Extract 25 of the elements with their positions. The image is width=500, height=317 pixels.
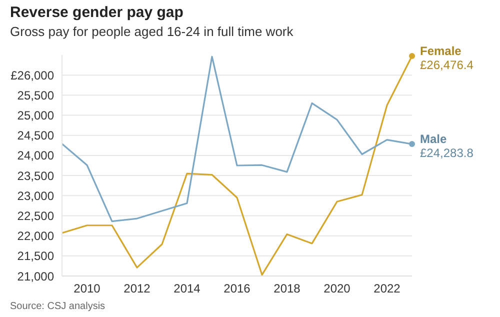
y-tick-label: 21,500: [17, 249, 54, 264]
y-tick-label: £26,000: [10, 68, 54, 82]
x-tick-label: 2010: [74, 282, 101, 296]
data-label: £26,476.4: [420, 58, 474, 72]
x-tick-label: 2014: [174, 282, 201, 296]
y-tick-label: 25,500: [17, 88, 54, 102]
x-tick-label: 2022: [374, 282, 401, 296]
y-tick-label: 24,000: [17, 148, 54, 163]
y-tick-label: 23,000: [17, 188, 54, 203]
x-tick-label: 2016: [224, 282, 251, 296]
chart-title: Reverse gender pay gap: [10, 4, 184, 21]
data-label: £24,283.8: [420, 146, 474, 160]
x-tick-label: 2012: [124, 282, 151, 296]
series-label: Male: [420, 132, 448, 146]
y-tick-label: 25,000: [17, 108, 54, 123]
x-tick-label: 2018: [274, 282, 301, 296]
source-note: Source: CSJ analysis: [10, 301, 106, 312]
y-tick-label: 24,500: [17, 128, 54, 143]
series-label: Female: [420, 44, 462, 58]
y-tick-label: 23,500: [17, 168, 54, 183]
y-tick-label: 22,000: [17, 229, 54, 244]
chart-subtitle: Gross pay for people aged 16-24 in full time work: [10, 24, 294, 39]
x-tick-label: 2020: [324, 282, 351, 296]
y-tick-label: 22,500: [17, 208, 54, 223]
y-tick-label: 21,000: [17, 269, 54, 284]
